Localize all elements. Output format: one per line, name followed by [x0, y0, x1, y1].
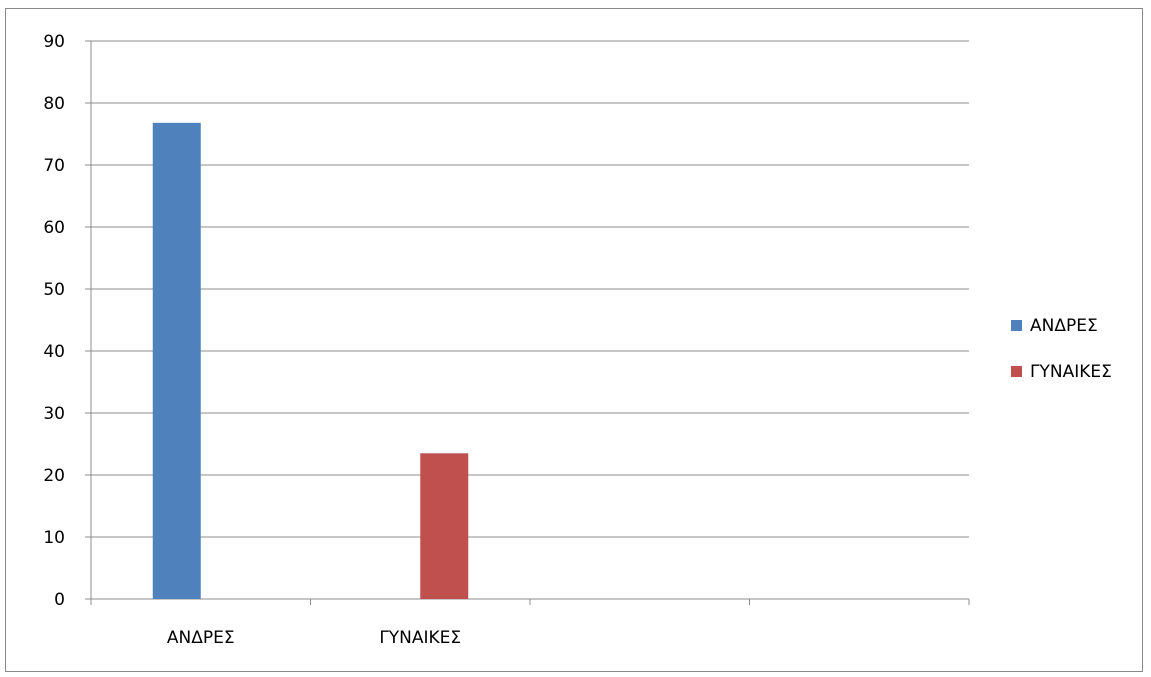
- y-tick-label: 70: [43, 156, 65, 176]
- category-label: ΑΝΔΡΕΣ: [167, 628, 235, 648]
- y-tick-label: 40: [43, 342, 65, 362]
- y-tick-label: 20: [43, 466, 65, 486]
- axes: [85, 40, 970, 605]
- labels: 0 10 20 30 40 50 60 70 80 90 ΑΝΔΡΕΣ ΓΥΝΑΙΚΕΣ: [43, 32, 461, 648]
- legend-label: ΑΝΔΡΕΣ: [1030, 316, 1098, 336]
- bar-1-1: [152, 122, 201, 599]
- category-label: ΓΥΝΑΙΚΕΣ: [379, 628, 461, 648]
- y-tick-label: 80: [43, 94, 65, 114]
- y-tick-label: 60: [43, 218, 65, 238]
- y-tick-label: 0: [54, 590, 65, 610]
- y-tick-label: 50: [43, 280, 65, 300]
- y-tick-label: 10: [43, 528, 65, 548]
- legend-label: ΓΥΝΑΙΚΕΣ: [1030, 362, 1112, 382]
- bars: [152, 122, 469, 599]
- legend-swatch: [1011, 366, 1022, 377]
- bar-2-2: [420, 453, 469, 599]
- legend: ΑΝΔΡΕΣ ΓΥΝΑΙΚΕΣ: [1011, 316, 1112, 382]
- legend-swatch: [1011, 320, 1022, 331]
- gridlines: [91, 40, 969, 538]
- y-tick-label: 90: [43, 32, 65, 52]
- y-tick-label: 30: [43, 404, 65, 424]
